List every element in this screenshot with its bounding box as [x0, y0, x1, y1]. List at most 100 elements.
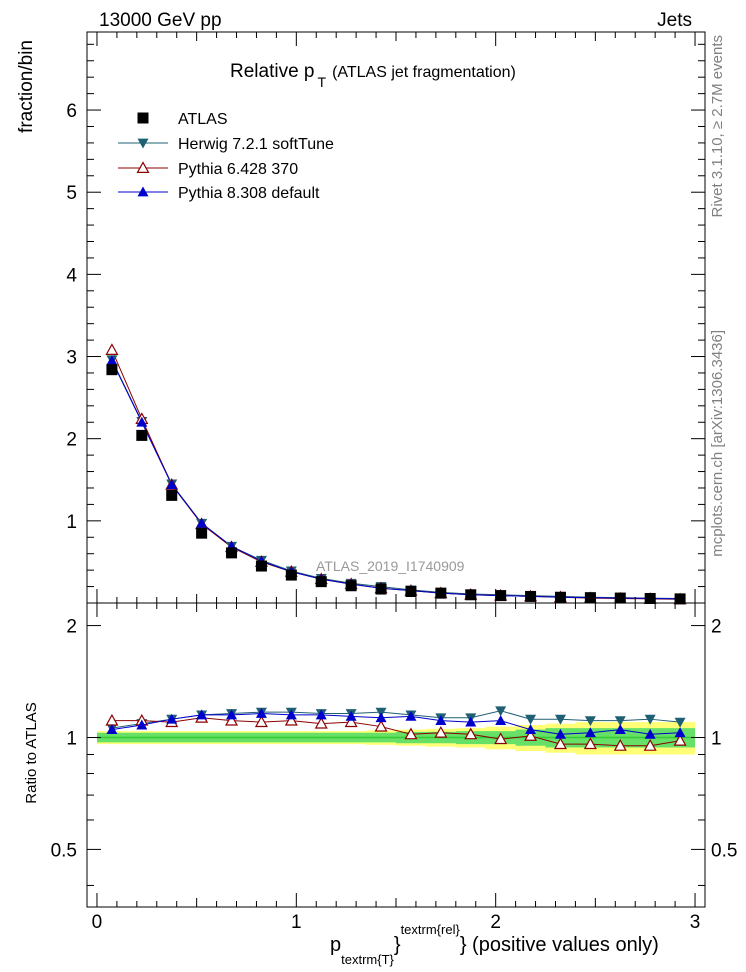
data-point — [315, 576, 327, 588]
x-axis-label-p: p — [330, 934, 341, 956]
ratio-3-point — [525, 724, 537, 735]
axes: 0 1 2 3 1 2 3 4 5 6 0.5 0.5 1 1 2 2 — [51, 31, 737, 933]
x-axis-label-sub: textrm{T} — [341, 952, 394, 967]
chart-title-rest: (ATLAS jet fragmentation) — [332, 64, 516, 81]
ratio-2-point — [314, 716, 328, 729]
analysis-watermark: ATLAS_2019_I1740909 — [316, 558, 465, 574]
ratio-y-axis-label: Ratio to ATLAS — [23, 702, 40, 803]
legend-marker — [137, 186, 149, 197]
ratio-3-point — [136, 719, 148, 730]
legend-label: ATLAS — [178, 111, 228, 128]
data-point — [584, 592, 596, 604]
data-point — [226, 547, 238, 559]
ratio-2-point — [225, 713, 239, 726]
chart-title: Relative p T (ATLAS jet fragmentation) — [230, 61, 516, 90]
ratio-1-point — [584, 716, 596, 727]
data-point — [554, 591, 566, 603]
ratio-tick-label-left: 1 — [66, 728, 77, 749]
data-point — [375, 583, 387, 595]
ratio-3-point — [465, 716, 477, 727]
data-point — [525, 590, 537, 602]
ratio-2-point — [434, 725, 448, 738]
data-point — [465, 589, 477, 601]
series-3-point — [166, 479, 178, 490]
ratio-2-point — [254, 715, 268, 728]
x-tick-label: 1 — [291, 912, 302, 933]
legend: ATLAS Herwig 7.2.1 softTune Pythia 6.428 3… — [118, 111, 334, 202]
ratio-2-point — [583, 737, 597, 750]
legend-label: Pythia 6.428 370 — [178, 161, 298, 178]
y-tick-label: 2 — [66, 430, 77, 451]
ratio-1-point — [495, 706, 507, 717]
data-point — [644, 592, 656, 604]
x-axis-label-rest: } (positive values only) — [460, 934, 659, 956]
ratio-tick-label-left: 0.5 — [51, 840, 77, 861]
series-3-point — [196, 517, 208, 528]
ratio-3-point — [554, 728, 566, 739]
ratio-3-point — [166, 713, 178, 724]
ratio-3-point — [495, 715, 507, 726]
ratio-2-point — [374, 719, 388, 732]
ratio-2-point — [344, 715, 358, 728]
x-axis-label-brace: } — [394, 934, 401, 956]
y-tick-label: 1 — [66, 512, 77, 533]
ratio-line-2 — [111, 717, 681, 747]
ratio-2-point — [464, 727, 478, 740]
ratio-3-point — [435, 715, 447, 726]
ratio-3-point — [674, 727, 686, 738]
ratio-2-point — [404, 727, 418, 740]
ratio-3-point — [345, 710, 357, 721]
ratio-3-point — [405, 710, 417, 721]
ratio-2-point — [553, 737, 567, 750]
ratio-1-point — [644, 714, 656, 725]
ratio-2-point — [105, 713, 119, 726]
ratio-2-point — [284, 713, 298, 726]
ratio-tick-label-right: 1 — [711, 728, 722, 749]
x-axis-label-sup: textrm{rel} — [401, 922, 461, 937]
data-point — [285, 569, 297, 581]
data-point — [196, 527, 208, 539]
mcplots-label: mcplots.cern.ch [arXiv:1306.3436] — [709, 330, 726, 557]
ratio-3-point — [614, 724, 626, 735]
ratio-frame — [86, 602, 706, 908]
legend-label: Herwig 7.2.1 softTune — [178, 136, 334, 153]
ratio-1-point — [674, 717, 686, 728]
rivet-label: Rivet 3.1.10, ≥ 2.7M events — [709, 35, 726, 218]
ratio-2-point — [494, 732, 508, 745]
data-point — [405, 585, 417, 597]
main-panel-marks — [105, 343, 687, 605]
ratio-1-point — [614, 716, 626, 727]
x-tick-label: 2 — [490, 912, 501, 933]
y-tick-label: 4 — [66, 265, 77, 286]
legend-marker — [136, 161, 150, 173]
ratio-3-point — [644, 728, 656, 739]
ratio-3-point — [375, 712, 387, 723]
ratio-line-3 — [111, 713, 681, 735]
ratio-tick-label-left: 2 — [66, 617, 77, 638]
ratio-2-point — [643, 739, 657, 751]
x-tick-label: 0 — [92, 912, 103, 933]
header-left: 13000 GeV pp — [99, 10, 222, 31]
y-tick-label: 6 — [66, 101, 77, 122]
ratio-3-point — [196, 709, 208, 720]
y-tick-label: 3 — [66, 348, 77, 369]
series-3-point — [106, 355, 118, 366]
data-point — [674, 593, 686, 605]
ratio-2-point — [613, 739, 627, 751]
ratio-1-point — [525, 714, 537, 725]
ratio-tick-label-right: 2 — [711, 617, 722, 638]
data-point — [136, 429, 148, 441]
ratio-2-point — [673, 734, 687, 746]
ratio-3-point — [226, 709, 238, 720]
legend-marker — [137, 112, 149, 124]
data-point — [166, 489, 178, 501]
series-3-point — [136, 416, 148, 427]
legend-label: Pythia 8.308 default — [178, 185, 320, 202]
ratio-2-point — [524, 729, 538, 741]
ratio-tick-label-right: 0.5 — [711, 840, 737, 861]
ratio-3-point — [255, 708, 267, 718]
x-tick-label: 3 — [690, 912, 701, 933]
ratio-3-point — [106, 724, 118, 735]
header-right: Jets — [657, 10, 692, 31]
